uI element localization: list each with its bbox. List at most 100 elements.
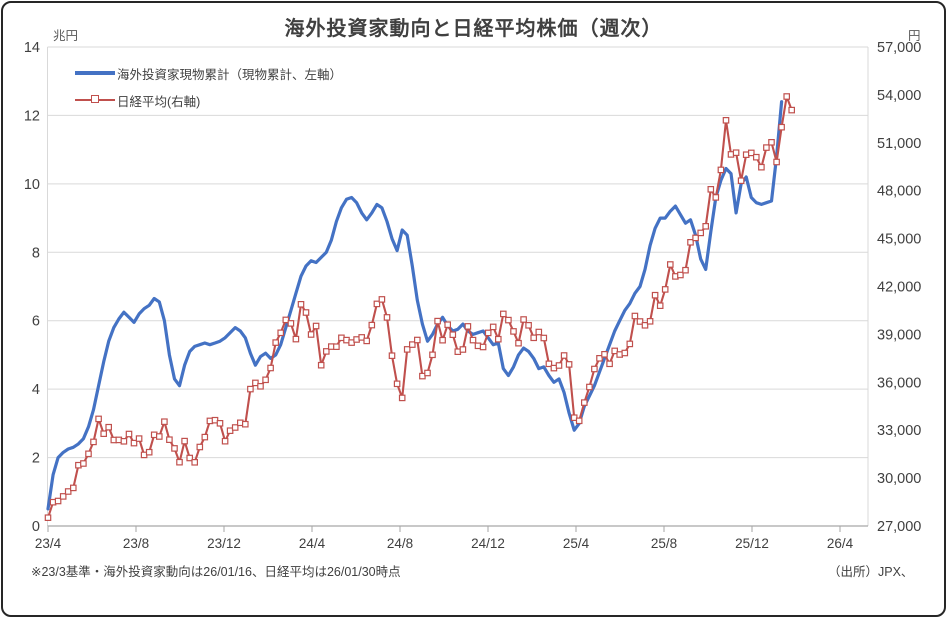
legend-item-foreign: 海外投資家現物累計（現物累計、左軸） bbox=[75, 62, 342, 84]
nikkei-marker bbox=[216, 420, 224, 427]
nikkei-marker bbox=[166, 436, 173, 444]
nikkei-marker bbox=[505, 316, 512, 324]
left-axis-tick-label: 10 bbox=[24, 177, 40, 193]
nikkei-marker bbox=[768, 139, 775, 146]
right-axis-tick-label: 33,000 bbox=[877, 423, 921, 439]
nikkei-marker bbox=[636, 318, 644, 325]
nikkei-marker bbox=[292, 335, 300, 343]
nikkei-marker bbox=[262, 376, 269, 384]
nikkei-marker bbox=[525, 322, 532, 329]
nikkei-marker bbox=[323, 348, 330, 355]
nikkei-marker bbox=[282, 316, 290, 324]
right-axis-tick-label: 27,000 bbox=[877, 519, 921, 535]
right-axis-tick-label: 45,000 bbox=[877, 232, 921, 248]
nikkei-marker bbox=[707, 186, 715, 193]
x-tick-label: 23/8 bbox=[123, 536, 149, 551]
x-tick-label: 25/12 bbox=[735, 536, 769, 551]
left-axis-tick-label: 0 bbox=[32, 519, 40, 535]
nikkei-marker bbox=[429, 351, 436, 359]
nikkei-marker bbox=[702, 223, 710, 230]
nikkei-marker bbox=[383, 314, 391, 321]
nikkei-marker bbox=[242, 420, 249, 428]
nikkei-marker bbox=[621, 349, 629, 357]
nikkei-marker bbox=[125, 430, 133, 438]
nikkei-marker bbox=[788, 106, 796, 114]
nikkei-marker bbox=[555, 362, 563, 369]
nikkei-marker bbox=[191, 459, 199, 466]
x-tick-label: 24/4 bbox=[299, 536, 326, 551]
nikkei-marker bbox=[646, 318, 654, 325]
nikkei-marker bbox=[302, 309, 310, 316]
nikkei-marker bbox=[145, 448, 153, 456]
nikkei-marker bbox=[459, 346, 467, 353]
left-axis-tick-label: 14 bbox=[24, 40, 40, 56]
nikkei-marker bbox=[90, 438, 97, 446]
nikkei-marker bbox=[484, 329, 492, 337]
nikkei-marker bbox=[267, 364, 274, 372]
right-axis-tick-label: 51,000 bbox=[877, 136, 921, 152]
nikkei-marker bbox=[358, 334, 366, 341]
nikkei-marker bbox=[363, 337, 371, 345]
nikkei-marker bbox=[565, 361, 573, 368]
nikkei-marker bbox=[631, 312, 639, 320]
nikkei-marker bbox=[545, 360, 553, 368]
x-tick-label: 24/8 bbox=[387, 536, 413, 551]
nikkei-marker bbox=[297, 301, 305, 308]
nikkei-marker bbox=[100, 430, 108, 438]
nikkei-marker bbox=[403, 346, 411, 353]
left-axis-labels: 14 12 10 8 6 4 2 0 bbox=[24, 40, 40, 535]
nikkei-marker bbox=[651, 291, 659, 299]
nikkei-marker bbox=[439, 336, 446, 344]
nikkei-markers bbox=[44, 93, 796, 522]
nikkei-marker bbox=[398, 394, 406, 402]
nikkei-marker bbox=[80, 460, 87, 467]
nikkei-marker bbox=[85, 450, 92, 458]
nikkei-marker bbox=[287, 320, 295, 327]
nikkei-marker bbox=[120, 438, 128, 445]
nikkei-marker bbox=[778, 123, 785, 131]
x-tick-label: 25/4 bbox=[563, 536, 590, 551]
nikkei-marker bbox=[682, 266, 689, 274]
nikkei-marker bbox=[661, 286, 669, 293]
nikkei-marker bbox=[773, 158, 780, 166]
left-axis-tick-label: 4 bbox=[32, 382, 40, 398]
nikkei-marker bbox=[591, 365, 598, 373]
nikkei-marker bbox=[95, 415, 102, 423]
nikkei-marker bbox=[732, 149, 740, 157]
nikkei-marker bbox=[575, 417, 583, 425]
right-axis-tick-label: 36,000 bbox=[877, 375, 921, 391]
left-axis-tick-label: 8 bbox=[32, 245, 40, 261]
nikkei-marker bbox=[666, 261, 674, 268]
nikkei-marker bbox=[181, 437, 188, 445]
nikkei-marker bbox=[601, 351, 608, 358]
nikkei-marker bbox=[586, 383, 593, 391]
nikkei-marker bbox=[130, 439, 138, 447]
x-tick-label: 23/4 bbox=[35, 536, 62, 551]
footnote: ※23/3基準・海外投資家動向は26/01/16、日経平均は26/01/30時点 bbox=[31, 565, 401, 579]
nikkei-marker bbox=[221, 437, 229, 445]
nikkei-marker bbox=[712, 194, 720, 201]
source-note: （出所）JPX、 bbox=[828, 565, 914, 579]
nikkei-marker bbox=[69, 484, 77, 492]
left-axis-tick-label: 6 bbox=[32, 314, 40, 330]
nikkei-marker bbox=[59, 493, 67, 500]
nikkei-marker bbox=[515, 339, 522, 347]
right-axis-unit: 円 bbox=[908, 29, 921, 43]
left-axis-tick-label: 2 bbox=[32, 451, 40, 467]
nikkei-marker bbox=[697, 229, 705, 237]
nikkei-marker bbox=[626, 340, 634, 348]
nikkei-marker bbox=[424, 369, 431, 377]
legend-line-swatch-icon bbox=[75, 71, 115, 75]
nikkei-marker bbox=[495, 335, 502, 343]
nikkei-marker bbox=[449, 331, 457, 339]
nikkei-marker bbox=[444, 321, 452, 329]
nikkei-marker bbox=[378, 296, 386, 303]
nikkei-marker bbox=[580, 399, 588, 406]
nikkei-marker bbox=[687, 239, 694, 246]
x-tick-labels: 23/4 23/8 23/12 24/4 24/8 24/12 25/4 25/8 25/12 2… bbox=[35, 526, 854, 551]
gridlines bbox=[47, 46, 869, 526]
legend-label-foreign: 海外投資家現物累計（現物累計、左軸） bbox=[117, 67, 343, 82]
nikkei-marker bbox=[783, 93, 791, 100]
